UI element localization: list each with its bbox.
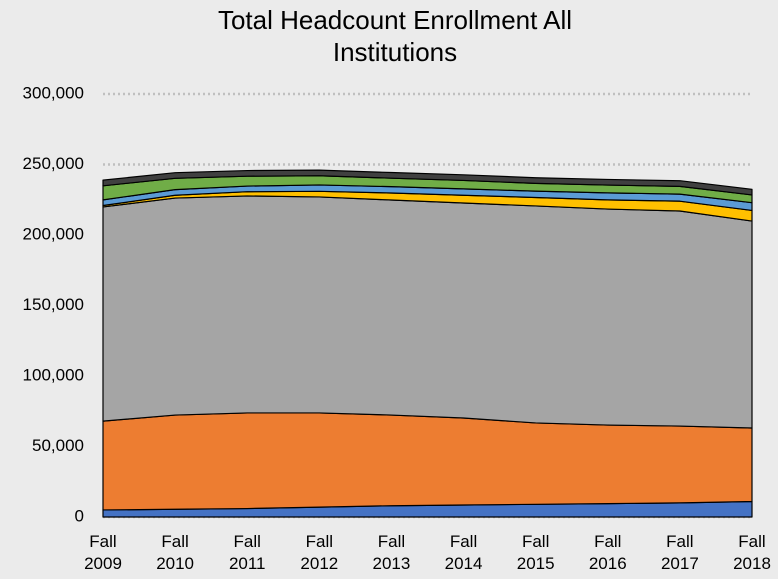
x-tick-label: Fall 2016 <box>588 532 627 573</box>
y-tick-label: 100,000 <box>23 365 84 384</box>
x-tick-label: Fall 2017 <box>660 532 699 573</box>
y-tick-label: 50,000 <box>32 436 84 455</box>
x-tick-label: Fall 2014 <box>444 532 483 573</box>
x-tick-label: Fall 2013 <box>372 532 411 573</box>
area <box>102 195 753 429</box>
x-tick-label: Fall 2009 <box>84 532 122 573</box>
area <box>102 412 753 511</box>
chart-title: Total Headcount Enrollment All Instituti… <box>217 5 573 67</box>
area <box>102 169 753 196</box>
x-tick-label: Fall 2010 <box>156 532 195 573</box>
y-tick-label: 300,000 <box>23 83 84 102</box>
x-tick-label: Fall 2015 <box>516 532 555 573</box>
y-tick-label: 200,000 <box>23 224 84 243</box>
y-tick-label: 250,000 <box>23 154 84 173</box>
x-tick-label: Fall 2012 <box>300 532 339 573</box>
x-tick-label: Fall 2018 <box>733 532 771 573</box>
y-tick-label: 150,000 <box>23 295 84 314</box>
x-tick-label: Fall 2011 <box>228 532 266 573</box>
y-tick-label: 0 <box>75 506 84 525</box>
